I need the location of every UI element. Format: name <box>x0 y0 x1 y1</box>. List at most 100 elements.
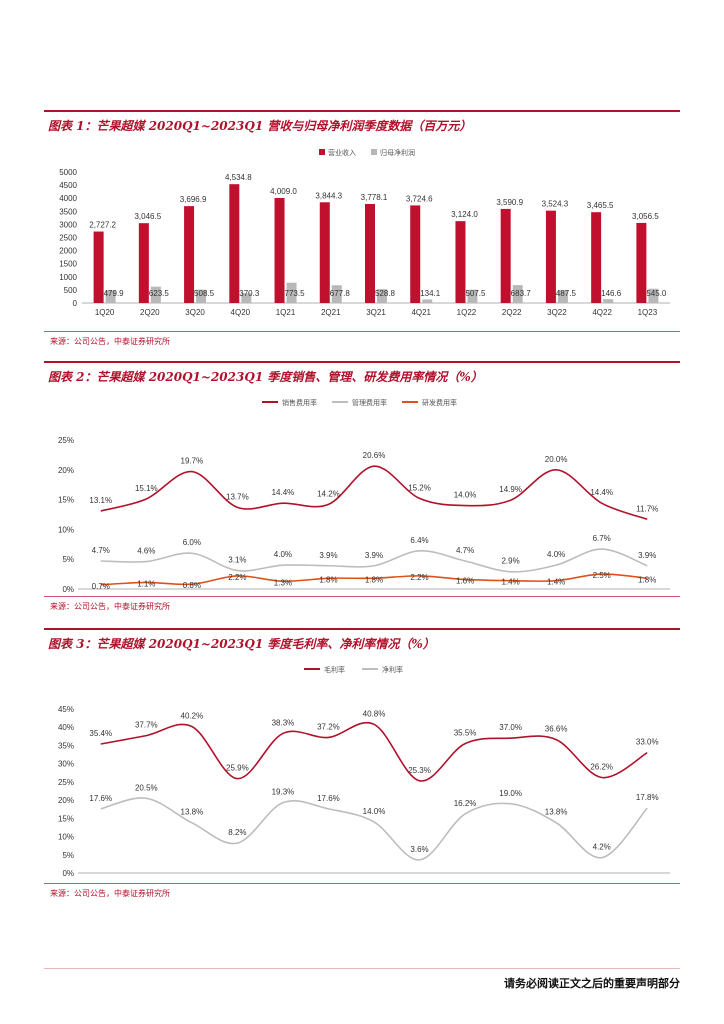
profit-data-label: 677.8 <box>330 289 351 298</box>
y-tick-label: 10% <box>58 525 74 534</box>
profit-data-label: 773.5 <box>285 289 306 298</box>
profit-bar <box>557 290 568 303</box>
revenue-data-label: 4,534.8 <box>225 173 252 182</box>
profit-data-label: 146.6 <box>601 289 622 298</box>
data-label-s1: 20.5% <box>135 783 158 792</box>
data-label-s1: 3.9% <box>319 551 337 560</box>
data-label-s0: 14.0% <box>454 491 477 500</box>
data-label-s0: 13.7% <box>226 492 249 501</box>
data-label-s0: 40.8% <box>363 709 386 718</box>
series-line-0 <box>100 721 648 782</box>
revenue-bar <box>138 223 149 303</box>
data-label-s1: 6.0% <box>183 538 201 547</box>
data-label-s2: 0.7% <box>92 582 110 591</box>
data-label-s2: 2.2% <box>410 573 428 582</box>
x-tick-label: 3Q20 <box>185 308 205 317</box>
data-label-s2: 1.3% <box>274 578 292 587</box>
data-label-s2: 1.8% <box>365 575 383 584</box>
revenue-data-label: 3,056.5 <box>632 212 659 221</box>
x-tick-label: 1Q23 <box>638 308 658 317</box>
revenue-data-label: 3,778.1 <box>361 193 388 202</box>
profit-bar <box>286 282 297 303</box>
profit-bar <box>105 290 116 303</box>
revenue-data-label: 4,009.0 <box>270 187 297 196</box>
revenue-data-label: 3,046.5 <box>134 212 161 221</box>
data-label-s0: 37.7% <box>135 721 158 730</box>
x-tick-label: 3Q20 <box>182 878 202 879</box>
series-line-2 <box>100 573 648 586</box>
legend-label-2: 研发费用率 <box>422 398 457 407</box>
footer-disclaimer: 请务必阅读正文之后的重要声明部分 <box>504 977 680 990</box>
x-tick-label: 1Q21 <box>276 308 296 317</box>
profit-data-label: 507.5 <box>465 289 486 298</box>
y-tick-label: 45% <box>58 705 74 714</box>
x-tick-label: 2Q20 <box>137 878 157 879</box>
y-tick-label: 3500 <box>59 207 77 216</box>
data-label-s0: 11.7% <box>636 504 658 513</box>
data-label-s0: 14.9% <box>499 485 522 494</box>
x-tick-label: 1Q21 <box>273 878 293 879</box>
revenue-data-label: 3,724.6 <box>406 194 433 203</box>
x-tick-label: 4Q22 <box>592 878 612 879</box>
y-tick-label: 4000 <box>59 194 77 203</box>
x-tick-label: 2Q21 <box>319 878 339 879</box>
data-label-s0: 15.1% <box>135 484 158 493</box>
data-label-s1: 3.1% <box>228 556 246 565</box>
y-tick-label: 0% <box>62 869 74 878</box>
revenue-bar <box>410 205 421 303</box>
chart-2-expense-ratio-lines: 销售费用率管理费用率研发费用率0%5%10%15%20%25%1Q202Q203… <box>58 398 670 603</box>
data-label-s1: 3.9% <box>638 551 656 560</box>
revenue-bar <box>591 212 602 303</box>
x-tick-label: 4Q21 <box>410 878 430 879</box>
profit-bar <box>331 285 342 303</box>
data-label-s0: 36.6% <box>545 725 568 734</box>
y-tick-label: 5% <box>62 555 74 564</box>
revenue-data-label: 3,465.5 <box>587 201 614 210</box>
x-tick-label: 4Q20 <box>228 878 248 879</box>
revenue-bar <box>500 208 511 303</box>
data-label-s0: 20.6% <box>363 451 386 460</box>
data-label-s2: 1.4% <box>547 578 565 587</box>
y-tick-label: 35% <box>58 741 74 750</box>
legend-label-1: 净利率 <box>382 665 403 674</box>
y-tick-label: 10% <box>58 833 74 842</box>
revenue-bar <box>93 231 104 303</box>
profit-data-label: 487.5 <box>556 289 577 298</box>
data-label-s1: 4.7% <box>456 546 474 555</box>
data-label-s1: 17.8% <box>636 793 659 802</box>
data-label-s1: 8.2% <box>228 828 246 837</box>
x-tick-label: 1Q23 <box>637 878 657 879</box>
legend-swatch-profit <box>371 149 377 155</box>
data-label-s1: 13.8% <box>545 808 568 817</box>
data-label-s1: 3.6% <box>410 845 428 854</box>
figure-2-source: 来源：公司公告，中泰证券研究所 <box>50 602 170 611</box>
profit-bar <box>150 286 161 303</box>
figure-1-bottom-rule <box>44 331 680 332</box>
y-tick-label: 5% <box>62 851 74 860</box>
profit-data-label: 545.0 <box>646 289 667 298</box>
data-label-s1: 2.9% <box>501 557 519 566</box>
revenue-data-label: 3,844.3 <box>315 191 342 200</box>
revenue-data-label: 3,696.9 <box>180 195 207 204</box>
legend-label-0: 毛利率 <box>324 665 345 674</box>
y-tick-label: 3000 <box>59 220 77 229</box>
revenue-bar <box>636 222 647 303</box>
data-label-s1: 4.0% <box>274 550 292 559</box>
profit-bar <box>603 299 614 303</box>
data-label-s0: 26.2% <box>590 763 613 772</box>
series-line-0 <box>100 465 648 521</box>
figure-1-title: 图表 1：芒果超媒 2020Q1~2023Q1 营收与归母净利润季度数据（百万元… <box>48 119 472 133</box>
y-tick-label: 1500 <box>59 260 77 269</box>
data-label-s0: 14.4% <box>272 488 295 497</box>
data-label-s0: 14.2% <box>317 489 340 498</box>
figure-1: 图表 1：芒果超媒 2020Q1~2023Q1 营收与归母净利润季度数据（百万元… <box>44 110 680 347</box>
profit-data-label: 370.3 <box>239 289 260 298</box>
data-label-s2: 0.8% <box>183 581 201 590</box>
data-label-s1: 4.2% <box>593 843 611 852</box>
legend-swatch-revenue <box>319 149 325 155</box>
data-label-s1: 19.3% <box>272 788 295 797</box>
profit-data-label: 134.1 <box>420 289 441 298</box>
y-tick-label: 20% <box>58 796 74 805</box>
x-tick-label: 2Q20 <box>140 308 160 317</box>
data-label-s2: 2.5% <box>593 571 611 580</box>
